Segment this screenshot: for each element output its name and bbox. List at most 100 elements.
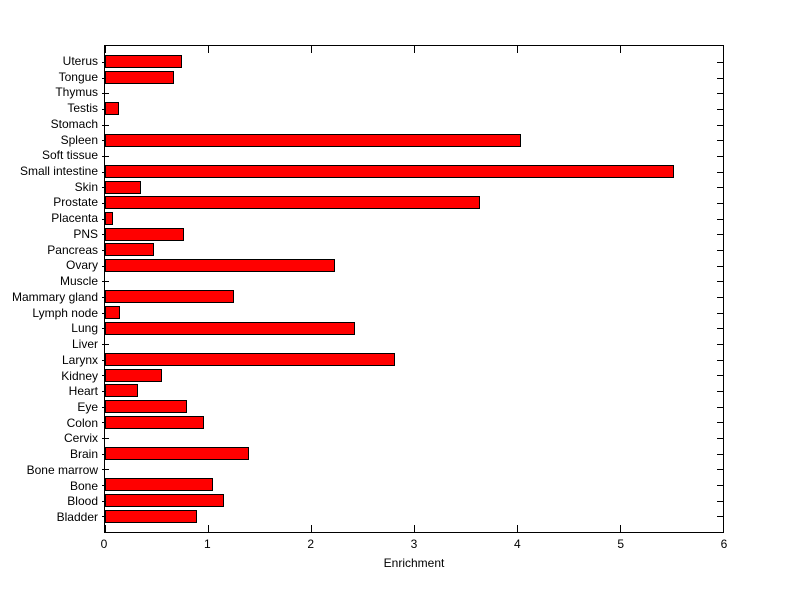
y-axis-label: Bone marrow bbox=[26, 462, 98, 477]
y-tick-mark-right bbox=[717, 516, 723, 518]
bar-row bbox=[102, 211, 723, 227]
y-tick-mark-left bbox=[102, 93, 109, 95]
x-tick-mark-top bbox=[620, 46, 621, 53]
x-tick-mark-bottom bbox=[723, 525, 724, 532]
bar-row bbox=[102, 399, 723, 415]
y-axis-label: Kidney bbox=[61, 368, 98, 383]
y-tick-mark-right bbox=[717, 281, 723, 283]
y-tick-mark-right bbox=[717, 359, 723, 361]
y-tick-mark-right bbox=[717, 422, 723, 424]
y-tick-mark-left bbox=[102, 437, 109, 439]
bar-row bbox=[102, 508, 723, 524]
bar-row bbox=[102, 258, 723, 274]
y-axis-label: Liver bbox=[71, 337, 98, 352]
y-tick-mark-right bbox=[717, 124, 723, 126]
y-tick-mark-right bbox=[717, 437, 723, 439]
y-axis-label: Ovary bbox=[65, 258, 98, 273]
y-axis-label: Skin bbox=[74, 179, 98, 194]
bar-row bbox=[102, 101, 723, 117]
bar bbox=[105, 243, 155, 257]
x-tick-label: 6 bbox=[720, 537, 728, 551]
bar-row bbox=[102, 414, 723, 430]
y-axis-label: Lung bbox=[71, 321, 98, 336]
x-tick-mark-top bbox=[414, 46, 415, 53]
y-tick-mark-right bbox=[717, 155, 723, 157]
x-tick-mark-bottom bbox=[311, 525, 312, 532]
bar-rows bbox=[102, 46, 723, 532]
bar-row bbox=[102, 289, 723, 305]
y-axis-label: Soft tissue bbox=[41, 148, 98, 163]
bar-row bbox=[102, 367, 723, 383]
y-axis-label: Colon bbox=[66, 415, 98, 430]
y-axis-label: Spleen bbox=[60, 132, 98, 147]
x-tick-label: 5 bbox=[617, 537, 624, 551]
y-tick-mark-left bbox=[102, 124, 109, 126]
bar-row bbox=[102, 195, 723, 211]
bar bbox=[105, 290, 234, 304]
y-axis-label: Bone bbox=[69, 478, 98, 493]
bar bbox=[105, 102, 120, 116]
y-tick-mark-right bbox=[717, 375, 723, 377]
y-axis-label: Mammary gland bbox=[11, 289, 98, 304]
y-axis-label: Eye bbox=[77, 400, 98, 415]
bar bbox=[105, 494, 225, 508]
bar-row bbox=[102, 352, 723, 368]
y-tick-mark-right bbox=[717, 218, 723, 220]
bar bbox=[105, 180, 142, 194]
y-axis-label: Small intestine bbox=[19, 164, 98, 178]
y-axis-label: Brain bbox=[69, 447, 98, 462]
x-tick-mark-bottom bbox=[517, 525, 518, 532]
bar bbox=[105, 165, 674, 179]
y-axis-label: Blood bbox=[67, 494, 98, 509]
bar-row bbox=[102, 320, 723, 336]
y-axis-label: Bladder bbox=[56, 510, 98, 525]
y-tick-mark-right bbox=[717, 77, 723, 79]
bar bbox=[105, 478, 214, 492]
x-tick-mark-top bbox=[723, 46, 724, 53]
y-tick-mark-right bbox=[717, 171, 723, 173]
bar bbox=[105, 447, 250, 461]
bar bbox=[105, 353, 396, 367]
y-tick-mark-right bbox=[717, 343, 723, 345]
bar-row bbox=[102, 273, 723, 289]
y-tick-mark-right bbox=[717, 140, 723, 142]
x-tick-mark-bottom bbox=[208, 525, 209, 532]
x-tick-label: 1 bbox=[203, 537, 211, 551]
x-tick-mark-top bbox=[208, 46, 209, 53]
bar bbox=[105, 368, 162, 382]
bar bbox=[105, 509, 197, 523]
bar-row bbox=[102, 132, 723, 148]
bar bbox=[105, 306, 121, 320]
x-tick-mark-top bbox=[105, 46, 106, 53]
bar bbox=[105, 71, 174, 84]
y-tick-mark-right bbox=[717, 234, 723, 236]
y-tick-mark-right bbox=[717, 61, 723, 63]
y-tick-mark-right bbox=[717, 312, 723, 314]
y-tick-mark-right bbox=[717, 500, 723, 502]
bar-row bbox=[102, 383, 723, 399]
x-tick-labels: 0 1 2 3 4 5 6 bbox=[101, 537, 728, 553]
y-axis-labels: Uterus Tongue Thymus Testis Stomach Spleen Sof… bbox=[0, 45, 98, 533]
x-axis-title: Enrichment bbox=[383, 556, 445, 570]
y-axis-label: Muscle bbox=[59, 274, 98, 289]
y-axis-label: PNS bbox=[73, 226, 98, 241]
y-axis-label: Prostate bbox=[53, 195, 98, 210]
bar bbox=[105, 400, 188, 414]
y-tick-mark-right bbox=[717, 93, 723, 95]
y-axis-label: Pancreas bbox=[47, 242, 98, 257]
y-tick-mark-right bbox=[717, 469, 723, 471]
y-axis-label: Testis bbox=[67, 101, 98, 116]
y-tick-mark-right bbox=[717, 328, 723, 330]
y-tick-mark-right bbox=[717, 202, 723, 204]
y-axis-label: Cervix bbox=[63, 431, 98, 446]
y-tick-mark-left bbox=[102, 469, 109, 471]
bar-row bbox=[102, 54, 723, 70]
bar bbox=[105, 384, 138, 398]
y-axis-label: Heart bbox=[68, 384, 98, 399]
plot-area bbox=[102, 45, 724, 533]
y-axis-label: Uterus bbox=[62, 53, 98, 68]
bar bbox=[105, 212, 114, 226]
bar bbox=[105, 227, 185, 241]
bar-row bbox=[102, 148, 723, 164]
